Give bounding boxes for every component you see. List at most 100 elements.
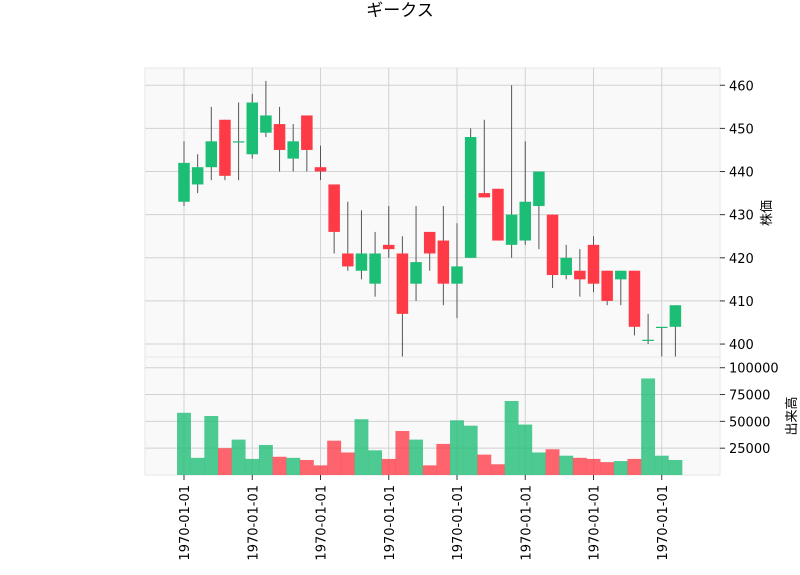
candle-body	[232, 141, 245, 143]
price-tick-label: 420	[729, 252, 754, 267]
candle-body	[423, 231, 436, 254]
candle-body	[219, 119, 231, 176]
candle-body	[383, 244, 395, 250]
volume-bar	[218, 448, 232, 475]
volume-bar	[231, 439, 246, 475]
x-tick-label: 1970-01-01	[451, 485, 466, 561]
candle-body	[191, 167, 204, 185]
price-tick-label: 440	[729, 166, 754, 181]
x-axis: 1970-01-01 1970-01-01 1970-01-01 1970-01-01…	[178, 475, 671, 561]
x-tick-label: 1970-01-01	[588, 485, 603, 561]
volume-bar	[463, 425, 478, 475]
volume-bar	[518, 424, 533, 475]
candle-body	[205, 141, 218, 168]
candle-body	[451, 266, 463, 284]
volume-axis-label: 出来高	[784, 396, 800, 435]
volume-bar	[545, 449, 560, 475]
volume-tick-label: 75000	[729, 389, 770, 404]
candle-body	[601, 270, 613, 301]
volume-tick-label: 50000	[729, 415, 770, 430]
price-tick-label: 400	[729, 338, 754, 353]
volume-bar	[313, 465, 328, 475]
price-tick-label: 450	[729, 122, 754, 137]
candle-body	[642, 339, 654, 341]
candle-body	[437, 240, 450, 284]
volume-bar	[395, 431, 410, 475]
volume-bar	[436, 443, 451, 475]
candle-body	[355, 253, 368, 271]
volume-bar	[368, 450, 383, 475]
volume-bar	[299, 459, 314, 475]
chart-title: ギークス	[366, 1, 434, 21]
volume-bar	[327, 440, 342, 475]
volume-tick-label: 25000	[729, 442, 770, 457]
volume-bar	[613, 461, 628, 475]
candle-body	[464, 137, 477, 258]
volume-bar	[409, 439, 423, 475]
volume-bar	[586, 458, 601, 475]
candle-body	[587, 244, 600, 284]
volume-bar	[450, 420, 464, 475]
candle-body	[287, 141, 299, 159]
candle-body	[178, 162, 190, 202]
candle-body	[410, 262, 422, 284]
volume-bar	[531, 452, 546, 475]
volume-bar	[272, 456, 287, 475]
volume-bar	[422, 465, 437, 475]
candle-body	[273, 124, 286, 150]
volume-bar	[340, 452, 355, 475]
price-plot-area	[144, 67, 721, 358]
volume-bar	[654, 455, 669, 475]
candle-body	[246, 102, 258, 155]
candle-body	[369, 253, 381, 284]
volume-bar	[668, 459, 683, 475]
volume-bar	[572, 457, 587, 475]
volume-bar	[600, 462, 615, 475]
volume-tick-label: 100000	[729, 362, 779, 377]
candle-body	[533, 171, 545, 207]
volume-bar	[627, 458, 642, 475]
candle-body	[342, 253, 354, 267]
candle-body	[505, 214, 518, 245]
candle-body	[615, 270, 627, 280]
volume-bar	[258, 444, 273, 475]
volume-bar	[245, 458, 260, 475]
price-tick-label: 460	[729, 79, 754, 94]
candle-body	[574, 270, 586, 280]
volume-bar	[354, 419, 369, 475]
x-tick-label: 1970-01-01	[383, 485, 398, 561]
volume-bar	[190, 457, 205, 475]
candle-body	[492, 188, 504, 241]
price-axis-label: 株価	[760, 200, 775, 226]
volume-bar	[559, 455, 574, 475]
volume-bar	[641, 378, 656, 475]
price-tick-label: 410	[729, 295, 754, 310]
volume-bar	[491, 464, 505, 475]
candle-body	[396, 253, 409, 314]
volume-bar	[204, 416, 219, 475]
x-tick-label: 1970-01-01	[246, 485, 261, 561]
volume-bar	[177, 412, 191, 475]
price-panel: 400 410 420 430 440 450 460	[144, 67, 754, 362]
candle-body	[669, 305, 682, 327]
candle-body	[628, 270, 641, 327]
price-tick-label: 430	[729, 209, 754, 224]
candle-body	[656, 326, 668, 329]
candle-body	[546, 214, 559, 276]
candle-body	[328, 184, 340, 232]
candle-body	[301, 115, 313, 150]
candle-body	[478, 193, 491, 198]
candle-body	[260, 115, 272, 133]
volume-panel: 25000 50000 75000 100000	[144, 356, 779, 476]
volume-bar	[504, 400, 519, 475]
x-tick-label: 1970-01-01	[519, 485, 534, 561]
candle-body	[560, 257, 572, 276]
x-tick-label: 1970-01-01	[315, 485, 330, 561]
volume-bar	[477, 454, 492, 475]
x-tick-label: 1970-01-01	[178, 485, 193, 561]
x-tick-label: 1970-01-01	[656, 485, 671, 561]
volume-bar	[286, 457, 301, 475]
volume-bar	[381, 458, 396, 475]
candle-body	[314, 167, 327, 172]
